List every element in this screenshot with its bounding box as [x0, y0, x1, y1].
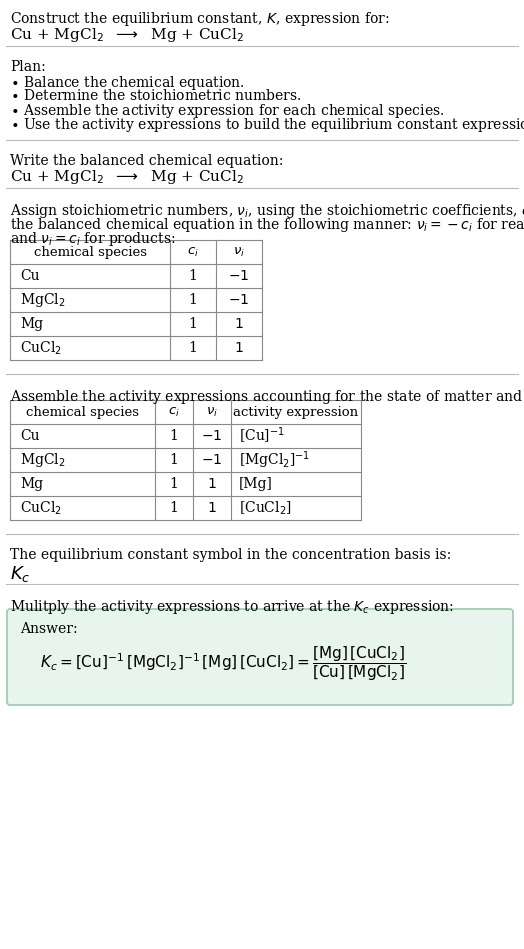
Text: activity expression: activity expression	[233, 405, 358, 419]
Text: [Cu]$^{-1}$: [Cu]$^{-1}$	[239, 426, 285, 446]
Text: [MgCl$_2$]$^{-1}$: [MgCl$_2$]$^{-1}$	[239, 449, 310, 471]
Text: chemical species: chemical species	[34, 246, 147, 258]
Text: $1$: $1$	[207, 477, 217, 491]
Text: $\bullet$ Determine the stoichiometric numbers.: $\bullet$ Determine the stoichiometric n…	[10, 88, 301, 103]
Text: Mg: Mg	[20, 477, 43, 491]
Text: The equilibrium constant symbol in the concentration basis is:: The equilibrium constant symbol in the c…	[10, 548, 451, 562]
Text: Mulitply the activity expressions to arrive at the $K_c$ expression:: Mulitply the activity expressions to arr…	[10, 598, 454, 616]
Text: Mg: Mg	[20, 317, 43, 331]
Text: MgCl$_2$: MgCl$_2$	[20, 291, 66, 309]
Text: CuCl$_2$: CuCl$_2$	[20, 499, 62, 516]
Text: $\nu_i$: $\nu_i$	[233, 246, 245, 258]
Text: MgCl$_2$: MgCl$_2$	[20, 451, 66, 469]
Text: 1: 1	[170, 477, 179, 491]
Text: Answer:: Answer:	[20, 622, 78, 636]
Text: [CuCl$_2$]: [CuCl$_2$]	[239, 499, 292, 516]
Text: Cu + MgCl$_2$  $\longrightarrow$  Mg + CuCl$_2$: Cu + MgCl$_2$ $\longrightarrow$ Mg + CuC…	[10, 168, 244, 186]
Text: 1: 1	[189, 293, 198, 307]
Text: $\nu_i$: $\nu_i$	[206, 405, 218, 419]
Text: $K_c = [\mathrm{Cu}]^{-1}\,[\mathrm{MgCl_2}]^{-1}\,[\mathrm{Mg}]\,[\mathrm{CuCl_: $K_c = [\mathrm{Cu}]^{-1}\,[\mathrm{MgCl…	[40, 644, 406, 682]
Text: and $\nu_i = c_i$ for products:: and $\nu_i = c_i$ for products:	[10, 230, 176, 248]
Text: 1: 1	[189, 317, 198, 331]
Text: 1: 1	[189, 269, 198, 283]
Text: the balanced chemical equation in the following manner: $\nu_i = -c_i$ for react: the balanced chemical equation in the fo…	[10, 216, 524, 234]
Text: 1: 1	[170, 501, 179, 515]
Text: $1$: $1$	[207, 501, 217, 515]
Text: Cu + MgCl$_2$  $\longrightarrow$  Mg + CuCl$_2$: Cu + MgCl$_2$ $\longrightarrow$ Mg + CuC…	[10, 26, 244, 44]
Text: $-1$: $-1$	[201, 453, 223, 467]
Text: $\mathit{K}_c$: $\mathit{K}_c$	[10, 564, 30, 584]
Text: [Mg]: [Mg]	[239, 477, 273, 491]
Text: $c_i$: $c_i$	[168, 405, 180, 419]
Text: 1: 1	[170, 453, 179, 467]
Text: $c_i$: $c_i$	[187, 246, 199, 258]
Text: Assemble the activity expressions accounting for the state of matter and $\nu_i$: Assemble the activity expressions accoun…	[10, 388, 524, 406]
Text: 1: 1	[170, 429, 179, 443]
Text: $\bullet$ Use the activity expressions to build the equilibrium constant express: $\bullet$ Use the activity expressions t…	[10, 116, 524, 134]
Text: Cu: Cu	[20, 269, 40, 283]
Text: $-1$: $-1$	[228, 269, 249, 283]
Text: CuCl$_2$: CuCl$_2$	[20, 340, 62, 357]
Text: Assign stoichiometric numbers, $\nu_i$, using the stoichiometric coefficients, $: Assign stoichiometric numbers, $\nu_i$, …	[10, 202, 524, 220]
Text: Plan:: Plan:	[10, 60, 46, 74]
Text: $\bullet$ Assemble the activity expression for each chemical species.: $\bullet$ Assemble the activity expressi…	[10, 102, 444, 120]
Text: $-1$: $-1$	[228, 293, 249, 307]
Text: Cu: Cu	[20, 429, 40, 443]
Text: $1$: $1$	[234, 341, 244, 355]
Text: 1: 1	[189, 341, 198, 355]
Text: Construct the equilibrium constant, $K$, expression for:: Construct the equilibrium constant, $K$,…	[10, 10, 390, 28]
Text: chemical species: chemical species	[26, 405, 139, 419]
Text: $1$: $1$	[234, 317, 244, 331]
Text: Write the balanced chemical equation:: Write the balanced chemical equation:	[10, 154, 283, 168]
FancyBboxPatch shape	[7, 609, 513, 705]
Text: $-1$: $-1$	[201, 429, 223, 443]
Text: $\bullet$ Balance the chemical equation.: $\bullet$ Balance the chemical equation.	[10, 74, 245, 92]
